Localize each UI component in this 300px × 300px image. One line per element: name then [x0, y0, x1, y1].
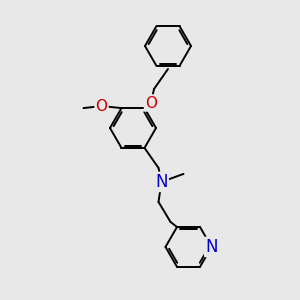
Text: N: N [205, 238, 218, 256]
Text: N: N [155, 173, 168, 191]
Text: O: O [95, 99, 107, 114]
Text: O: O [145, 95, 157, 110]
